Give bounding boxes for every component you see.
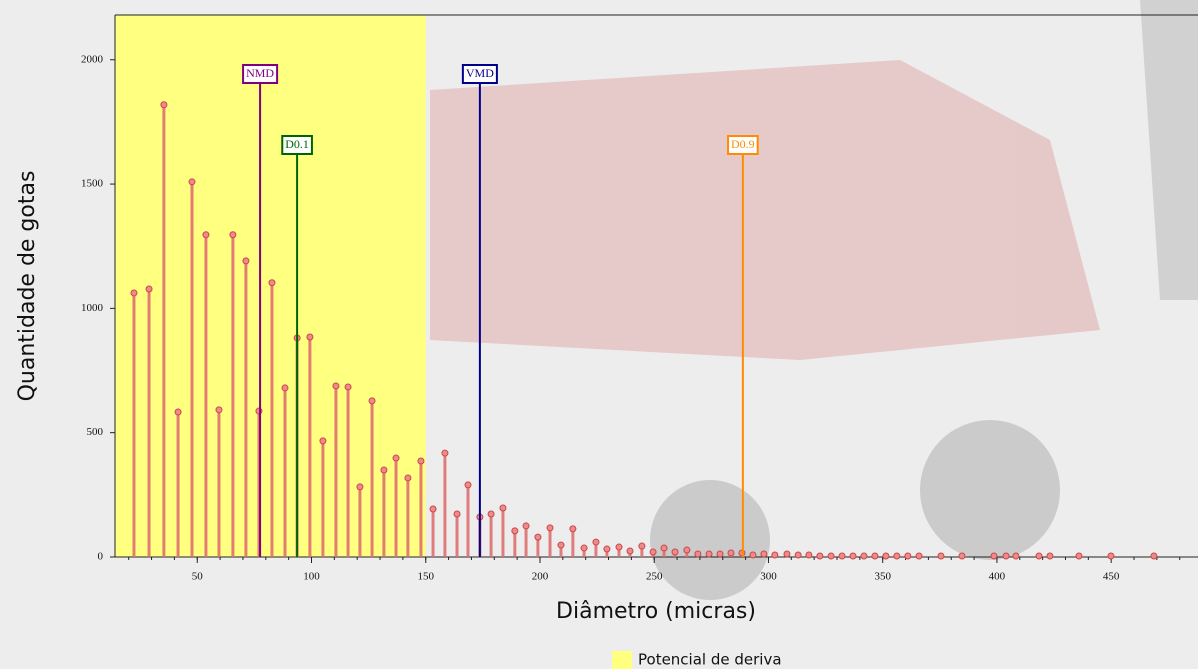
stem-head <box>728 550 734 556</box>
x-axis-title: Diâmetro (micras) <box>556 599 756 624</box>
stem-head <box>216 407 222 413</box>
stem-head <box>806 552 812 558</box>
x-tick-label: 150 <box>417 571 434 583</box>
stem-head <box>750 552 756 558</box>
stem-head <box>1108 553 1114 559</box>
legend-label: Potencial de deriva <box>638 651 782 669</box>
stem-head <box>333 383 339 389</box>
stem-head <box>795 552 801 558</box>
reference-label: VMD <box>466 66 494 80</box>
x-tick-label: 50 <box>192 571 204 583</box>
stem-head <box>454 511 460 517</box>
stem-head <box>672 549 678 555</box>
stem-head <box>418 458 424 464</box>
y-tick-label: 0 <box>98 551 104 563</box>
x-tick-label: 250 <box>646 571 663 583</box>
stem-head <box>616 544 622 550</box>
stem-head <box>761 551 767 557</box>
stem-head <box>639 543 645 549</box>
stem-head <box>872 553 878 559</box>
stem-head <box>1151 553 1157 559</box>
drift-region <box>115 15 426 557</box>
y-tick-label: 500 <box>87 426 104 438</box>
stem-head <box>627 548 633 554</box>
stem-head <box>175 409 181 415</box>
reference-label: NMD <box>246 66 274 80</box>
stem-head <box>1076 553 1082 559</box>
stem-head <box>243 258 249 264</box>
stem-head <box>593 539 599 545</box>
stem-head <box>523 523 529 529</box>
reference-label: D0.1 <box>285 137 309 151</box>
stem-head <box>161 102 167 108</box>
stem-head <box>991 553 997 559</box>
stem-head <box>547 525 553 531</box>
stem-head <box>894 553 900 559</box>
stem-head <box>883 553 889 559</box>
stem-head <box>604 546 610 552</box>
stem-head <box>307 334 313 340</box>
stem-head <box>717 551 723 557</box>
stem-head <box>938 553 944 559</box>
stem-head <box>784 551 790 557</box>
stem-head <box>558 542 564 548</box>
stem-head <box>1036 553 1042 559</box>
stem-head <box>1047 553 1053 559</box>
stem-head <box>850 553 856 559</box>
stem-head <box>650 549 656 555</box>
stem-head <box>442 450 448 456</box>
y-tick-label: 1000 <box>81 302 104 314</box>
stem-head <box>393 455 399 461</box>
stem-head <box>320 438 326 444</box>
stem-head <box>1003 553 1009 559</box>
stem-head <box>684 547 690 553</box>
stem-head <box>706 551 712 557</box>
x-tick-label: 200 <box>532 571 549 583</box>
stem-head <box>905 553 911 559</box>
stem-head <box>1013 553 1019 559</box>
stem-head <box>570 526 576 532</box>
y-tick-label: 2000 <box>81 53 104 65</box>
stem-head <box>535 534 541 540</box>
stem-head <box>146 286 152 292</box>
x-tick-label: 400 <box>989 571 1006 583</box>
stem-head <box>357 484 363 490</box>
stem-head <box>465 482 471 488</box>
x-tick-label: 300 <box>760 571 777 583</box>
stem-head <box>189 179 195 185</box>
x-tick-label: 450 <box>1103 571 1120 583</box>
stem-head <box>500 505 506 511</box>
stem-head <box>661 545 667 551</box>
stem-head <box>817 553 823 559</box>
stem-head <box>131 290 137 296</box>
stem-head <box>772 552 778 558</box>
stem-head <box>230 232 236 238</box>
stem-head <box>695 551 701 557</box>
stem-head <box>269 280 275 286</box>
stem-head <box>369 398 375 404</box>
stem-head <box>839 553 845 559</box>
y-axis-title: Quantidade de gotas <box>15 171 40 402</box>
stem-head <box>581 545 587 551</box>
reference-label: D0.9 <box>731 137 755 151</box>
stem-head <box>488 511 494 517</box>
stem-head <box>959 553 965 559</box>
stem-head <box>430 506 436 512</box>
stem-head <box>828 553 834 559</box>
legend-swatch <box>612 651 632 669</box>
stem-head <box>861 553 867 559</box>
stem-head <box>282 385 288 391</box>
stem-head <box>203 232 209 238</box>
stem-head <box>381 467 387 473</box>
stem-head <box>916 553 922 559</box>
stem-head <box>512 528 518 534</box>
y-tick-label: 1500 <box>81 178 104 190</box>
chart: Diâmetro (micras) Quantidade de gotas Po… <box>0 0 1198 669</box>
x-tick-label: 350 <box>874 571 891 583</box>
stem-head <box>405 475 411 481</box>
stem-head <box>345 384 351 390</box>
x-tick-label: 100 <box>303 571 320 583</box>
